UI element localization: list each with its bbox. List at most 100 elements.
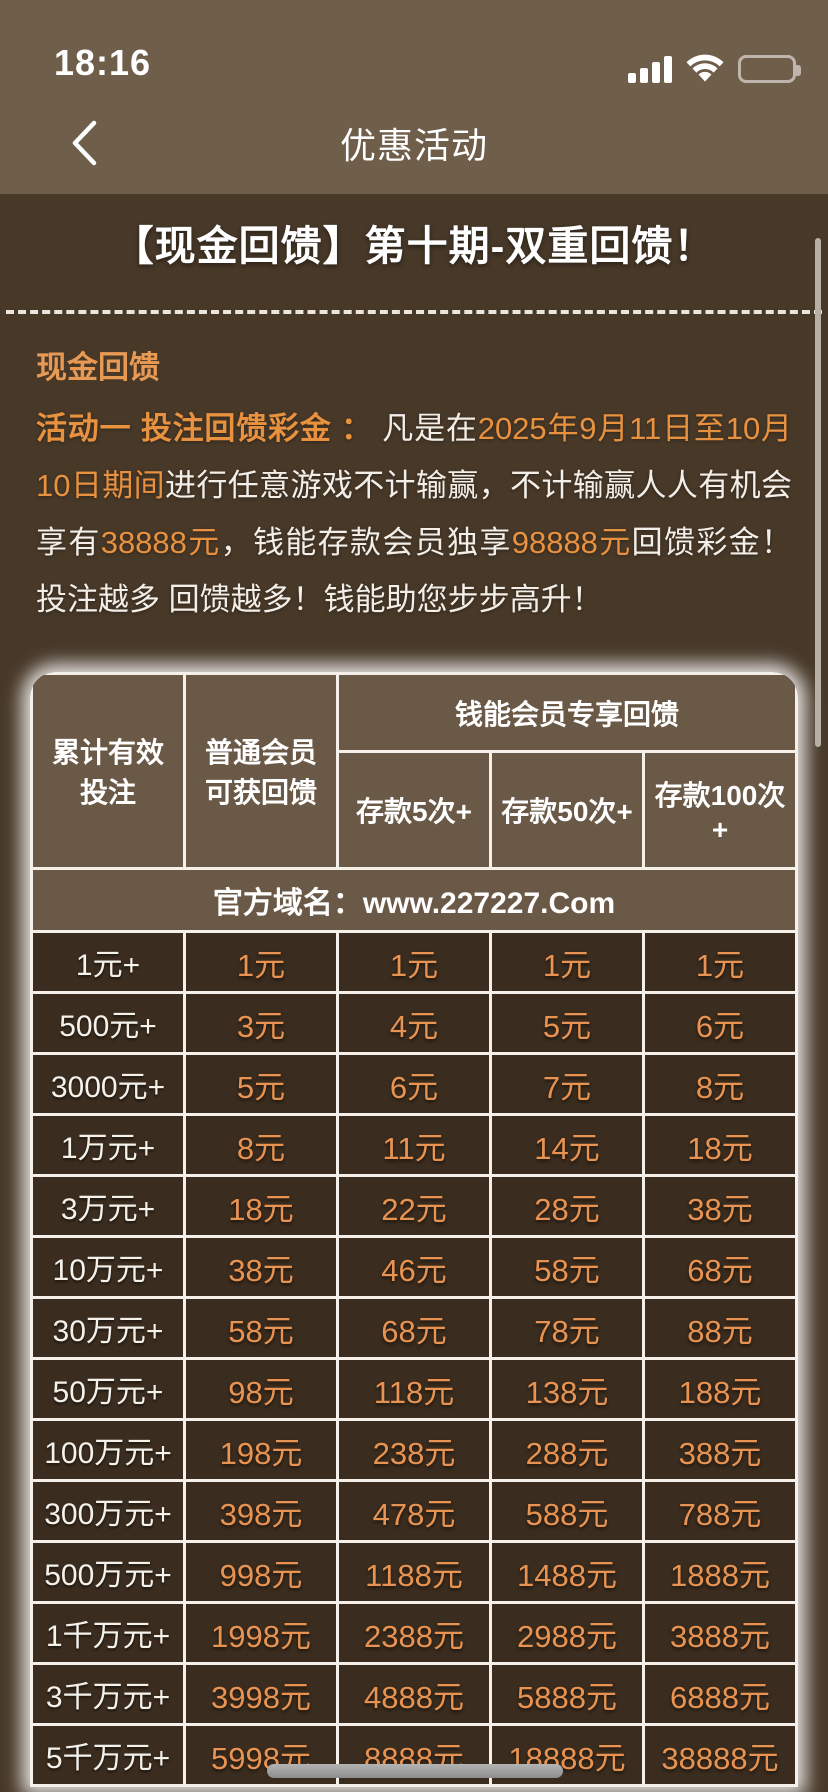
rebate-value-cell: 78元 [489, 1296, 645, 1360]
table-row: 10万元+ 38元 46元 58元 68元 [30, 1235, 798, 1299]
cellular-signal-icon [628, 55, 672, 83]
rebate-value-cell: 1888元 [642, 1540, 798, 1604]
rebate-value-cell: 1元 [489, 930, 645, 994]
wifi-icon [686, 54, 724, 82]
rebate-value-cell: 68元 [336, 1296, 492, 1360]
bet-tier-cell: 10万元+ [30, 1235, 186, 1299]
rebate-value-cell: 2388元 [336, 1601, 492, 1665]
horizontal-scrollbar[interactable] [267, 1764, 563, 1778]
table-row: 3千万元+ 3998元 4888元 5888元 6888元 [30, 1662, 798, 1726]
vertical-scrollbar[interactable] [815, 238, 821, 747]
bet-tier-cell: 30万元+ [30, 1296, 186, 1360]
rebate-value-cell: 288元 [489, 1418, 645, 1482]
dashed-divider [6, 310, 822, 314]
paragraph-segment: 回馈彩金！投注越多 回馈越多！钱能助您步步高升！ [36, 525, 793, 617]
rebate-value-cell: 1元 [336, 930, 492, 994]
rebate-value-cell: 118元 [336, 1357, 492, 1421]
chevron-left-icon [72, 120, 97, 166]
rebate-value-cell: 998元 [183, 1540, 339, 1604]
col-header-vip-group: 钱能会员专享回馈 [336, 672, 798, 753]
rebate-value-cell: 5元 [183, 1052, 339, 1116]
bet-tier-cell: 1元+ [30, 930, 186, 994]
rebate-value-cell: 3元 [183, 991, 339, 1055]
rebate-value-cell: 88元 [642, 1296, 798, 1360]
table-row: 300万元+ 398元 478元 588元 788元 [30, 1479, 798, 1543]
bet-tier-cell: 500万元+ [30, 1540, 186, 1604]
rebate-value-cell: 38元 [183, 1235, 339, 1299]
rebate-value-cell: 11元 [336, 1113, 492, 1177]
table-row: 3万元+ 18元 22元 28元 38元 [30, 1174, 798, 1238]
rebate-value-cell: 198元 [183, 1418, 339, 1482]
section-heading: 现金回馈 [36, 350, 160, 385]
promo-paragraph: 活动一 投注回馈彩金 ： 凡是在2025年9月11日至10月10日期间进行任意游… [36, 400, 792, 628]
rebate-value-cell: 22元 [336, 1174, 492, 1238]
table-row: 500元+ 3元 4元 5元 6元 [30, 991, 798, 1055]
rebate-value-cell: 38888元 [642, 1723, 798, 1787]
rebate-value-cell: 3998元 [183, 1662, 339, 1726]
col-header-deposit-50: 存款50次+ [489, 750, 645, 870]
table-row: 3000元+ 5元 6元 7元 8元 [30, 1052, 798, 1116]
rebate-value-cell: 8元 [642, 1052, 798, 1116]
rebate-value-cell: 5元 [489, 991, 645, 1055]
rebate-value-cell: 7元 [489, 1052, 645, 1116]
paragraph-segment: ，钱能存款会员独享 [220, 525, 512, 560]
rebate-value-cell: 398元 [183, 1479, 339, 1543]
rebate-value-cell: 58元 [183, 1296, 339, 1360]
table-row: 30万元+ 58元 68元 78元 88元 [30, 1296, 798, 1360]
bet-tier-cell: 500元+ [30, 991, 186, 1055]
nav-bar: 优惠活动 [0, 92, 828, 194]
rebate-value-cell: 98元 [183, 1357, 339, 1421]
page-title: 优惠活动 [339, 125, 488, 166]
paragraph-segment: 活动一 投注回馈彩金 ： [36, 411, 383, 446]
table-row: 1千万元+ 1998元 2388元 2988元 3888元 [30, 1601, 798, 1665]
paragraph-segment: 进行任意游戏不计输赢，不计输赢人人有机会享有 [36, 468, 793, 560]
table-row: 1万元+ 8元 11元 14元 18元 [30, 1113, 798, 1177]
rebate-value-cell: 8元 [183, 1113, 339, 1177]
paragraph-segment: 凡是在 [382, 411, 478, 446]
rebate-value-cell: 1998元 [183, 1601, 339, 1665]
rebate-value-cell: 5888元 [489, 1662, 645, 1726]
rebate-value-cell: 4元 [336, 991, 492, 1055]
rebate-value-cell: 188元 [642, 1357, 798, 1421]
rebate-value-cell: 2988元 [489, 1601, 645, 1665]
battery-icon [738, 55, 801, 83]
bet-tier-cell: 3千万元+ [30, 1662, 186, 1726]
col-header-normal-member: 普通会员可获回馈 [183, 672, 339, 870]
rebate-value-cell: 6元 [642, 991, 798, 1055]
rebate-value-cell: 14元 [489, 1113, 645, 1177]
bet-tier-cell: 3000元+ [30, 1052, 186, 1116]
rebate-value-cell: 28元 [489, 1174, 645, 1238]
rebate-table: 累计有效投注 普通会员可获回馈 钱能会员专享回馈 存款5次+ 存款50次+ 存款… [30, 672, 798, 1787]
rebate-value-cell: 18元 [183, 1174, 339, 1238]
paragraph-segment: 38888元 [100, 525, 221, 560]
rebate-value-cell: 46元 [336, 1235, 492, 1299]
table-row: 50万元+ 98元 118元 138元 188元 [30, 1357, 798, 1421]
col-header-bets: 累计有效投注 [30, 672, 186, 870]
top-bar: 18:16 优惠活动 [0, 0, 828, 194]
status-bar: 18:16 [0, 0, 828, 92]
rebate-table-container: 累计有效投注 普通会员可获回馈 钱能会员专享回馈 存款5次+ 存款50次+ 存款… [30, 672, 798, 1787]
back-button[interactable] [70, 116, 114, 170]
paragraph-segment: 98888元 [511, 525, 632, 560]
rebate-value-cell: 1188元 [336, 1540, 492, 1604]
bet-tier-cell: 300万元+ [30, 1479, 186, 1543]
bet-tier-cell: 1万元+ [30, 1113, 186, 1177]
col-header-deposit-5: 存款5次+ [336, 750, 492, 870]
table-row: 500万元+ 998元 1188元 1488元 1888元 [30, 1540, 798, 1604]
clock: 18:16 [54, 42, 152, 83]
bet-tier-cell: 50万元+ [30, 1357, 186, 1421]
rebate-value-cell: 38元 [642, 1174, 798, 1238]
col-header-deposit-100: 存款100次+ [642, 750, 798, 870]
rebate-value-cell: 68元 [642, 1235, 798, 1299]
table-row: 100万元+ 198元 238元 288元 388元 [30, 1418, 798, 1482]
rebate-value-cell: 138元 [489, 1357, 645, 1421]
bet-tier-cell: 1千万元+ [30, 1601, 186, 1665]
rebate-table-body: 1元+ 1元 1元 1元 1元 500元+ 3元 4元 5元 6元 3000元+ 5元 6元 7元 8元 1万… [30, 930, 798, 1787]
rebate-value-cell: 1488元 [489, 1540, 645, 1604]
rebate-value-cell: 6888元 [642, 1662, 798, 1726]
bet-tier-cell: 3万元+ [30, 1174, 186, 1238]
rebate-value-cell: 1元 [642, 930, 798, 994]
rebate-value-cell: 788元 [642, 1479, 798, 1543]
rebate-value-cell: 4888元 [336, 1662, 492, 1726]
rebate-value-cell: 18元 [642, 1113, 798, 1177]
